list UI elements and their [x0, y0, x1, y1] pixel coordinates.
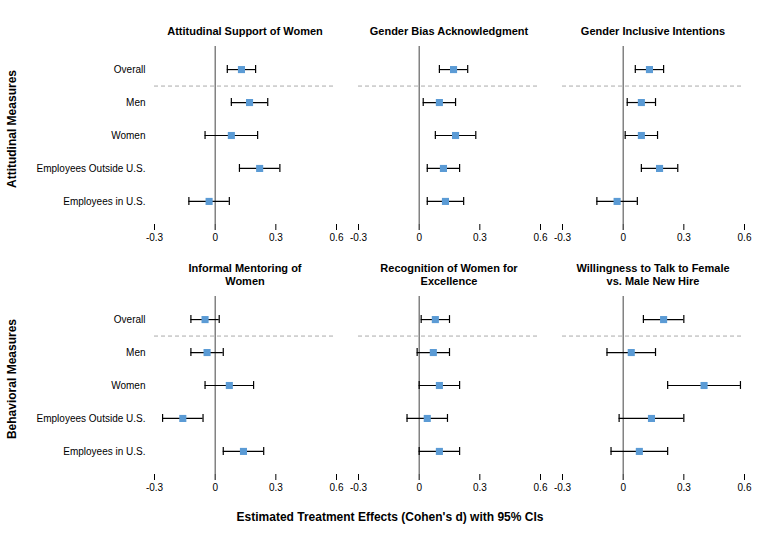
- svg-text:-0.3: -0.3: [146, 232, 164, 243]
- html-text:Willingness to Talk to Female: Willingness to Talk to Female vs. Male N…: [576, 262, 730, 287]
- svg-text:0.6: 0.6: [738, 482, 752, 493]
- svg-text:0.3: 0.3: [473, 482, 487, 493]
- html-text:Attitudinal Support of Women: Attitudinal Support of Women: [167, 25, 323, 37]
- svg-text:0: 0: [620, 232, 626, 243]
- svg-text:0: 0: [212, 482, 218, 493]
- svg-text:-0.3: -0.3: [350, 232, 368, 243]
- svg-text:Employees in U.S.: Employees in U.S.: [63, 446, 145, 457]
- html-text:Attitudinal Measures: Attitudinal Measures: [5, 70, 19, 188]
- svg-text:Employees Outside U.S.: Employees Outside U.S.: [37, 163, 146, 174]
- svg-text:0.6: 0.6: [534, 482, 548, 493]
- svg-text:0.6: 0.6: [738, 232, 752, 243]
- html-text:Behavioral Measures: Behavioral Measures: [5, 319, 19, 439]
- svg-text:0.3: 0.3: [269, 232, 283, 243]
- svg-text:0.6: 0.6: [330, 482, 344, 493]
- svg-text:-0.3: -0.3: [350, 482, 368, 493]
- html-text:Recognition of Women for Excel: Recognition of Women for Excellence: [380, 262, 518, 287]
- html-text:Estimated Treatment Effects (C: Estimated Treatment Effects (Cohen's d) …: [236, 510, 544, 524]
- svg-text:Employees in U.S.: Employees in U.S.: [63, 196, 145, 207]
- svg-text:-0.3: -0.3: [146, 482, 164, 493]
- svg-text:Employees Outside U.S.: Employees Outside U.S.: [37, 413, 146, 424]
- html-text:Gender Bias Acknowledgment: Gender Bias Acknowledgment: [369, 25, 529, 37]
- svg-text:Men: Men: [126, 97, 145, 108]
- svg-text:Women: Women: [111, 380, 145, 391]
- svg-text:0: 0: [416, 482, 422, 493]
- svg-text:0.3: 0.3: [677, 232, 691, 243]
- svg-text:0.6: 0.6: [534, 232, 548, 243]
- svg-text:-0.3: -0.3: [554, 232, 572, 243]
- svg-text:0.3: 0.3: [473, 232, 487, 243]
- svg-text:Overall: Overall: [114, 64, 146, 75]
- html-text:Informal Mentoring of Women: Informal Mentoring of Women: [188, 262, 302, 287]
- svg-text:-0.3: -0.3: [554, 482, 572, 493]
- svg-text:0: 0: [212, 232, 218, 243]
- svg-text:0.6: 0.6: [330, 232, 344, 243]
- svg-text:0: 0: [416, 232, 422, 243]
- svg-text:Women: Women: [111, 130, 145, 141]
- svg-text:0.3: 0.3: [269, 482, 283, 493]
- svg-text:0: 0: [620, 482, 626, 493]
- svg-text:Overall: Overall: [114, 314, 146, 325]
- svg-text:Men: Men: [126, 347, 145, 358]
- svg-text:0.3: 0.3: [677, 482, 691, 493]
- html-text:Gender Inclusive Intentions: Gender Inclusive Intentions: [580, 25, 726, 37]
